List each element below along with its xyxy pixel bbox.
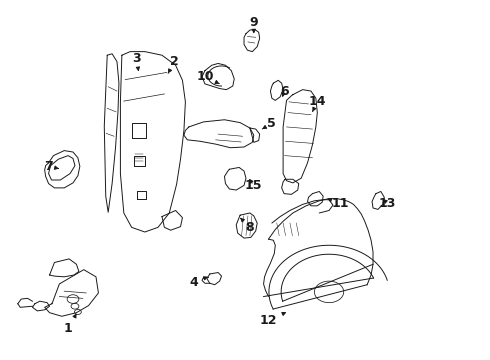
Text: 5: 5 [262, 117, 276, 130]
Text: 14: 14 [309, 95, 326, 111]
Text: 7: 7 [44, 160, 58, 173]
Text: 13: 13 [379, 197, 396, 210]
Text: 6: 6 [280, 85, 289, 98]
Text: 1: 1 [64, 314, 76, 335]
Text: 10: 10 [196, 70, 219, 84]
Text: 11: 11 [328, 197, 349, 210]
Text: 3: 3 [132, 51, 141, 71]
Text: 15: 15 [245, 179, 263, 192]
Text: 12: 12 [260, 312, 286, 327]
Text: 2: 2 [168, 55, 178, 73]
Text: 4: 4 [189, 276, 207, 289]
Text: 8: 8 [241, 218, 254, 234]
Text: 9: 9 [249, 16, 258, 33]
